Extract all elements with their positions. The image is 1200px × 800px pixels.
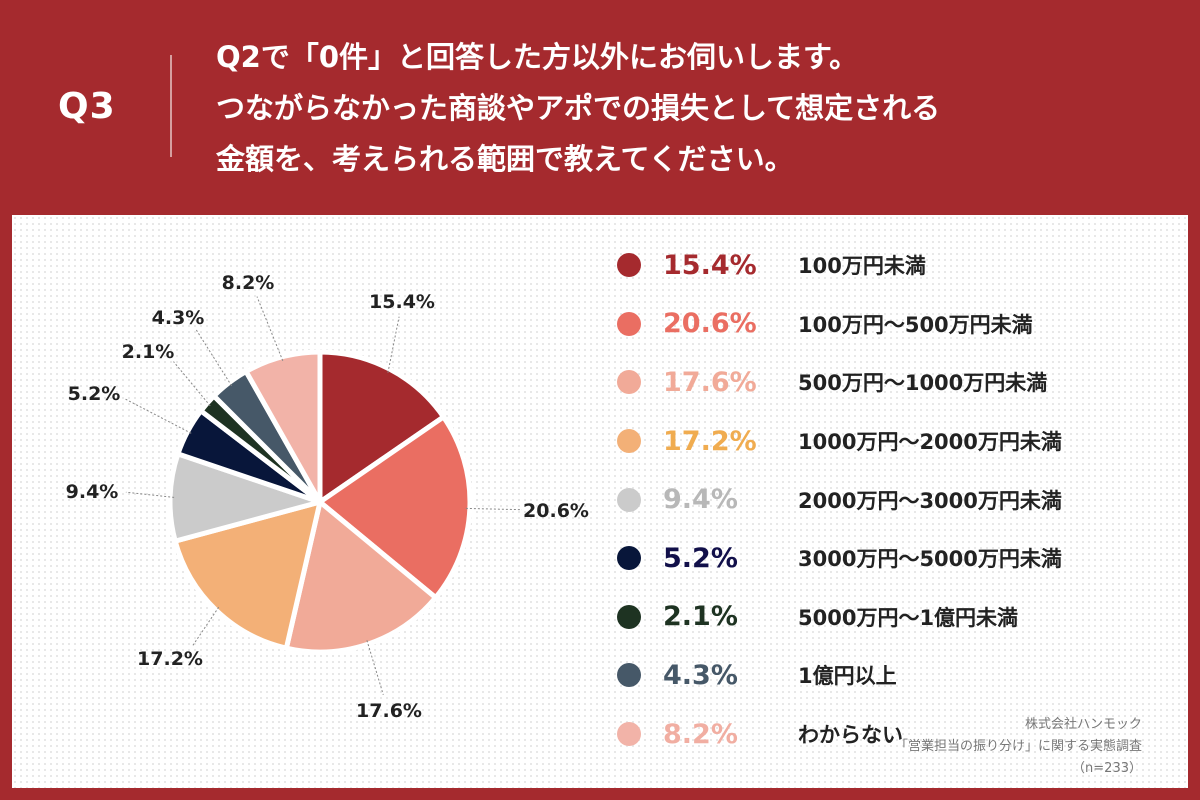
leader-line-under-1m: [387, 316, 400, 373]
legend-percentage: 4.3%: [663, 659, 738, 691]
chart-panel: 15.4% 20.6% 17.6% 17.2% 9.4% 5.2% 2.1% 4.3% 8.2%…: [12, 215, 1188, 788]
legend-item-20m-30m: 9.4% 2000万円〜3000万円未満: [607, 470, 1167, 529]
header-divider: [170, 55, 172, 157]
legend-swatch: [617, 487, 641, 512]
legend-swatch: [617, 546, 641, 571]
legend-label: 1000万円〜2000万円未満: [798, 430, 1062, 455]
legend-label: 5000万円〜1億円未満: [798, 605, 1019, 630]
legend-label: 500万円〜1000万円未満: [798, 371, 1048, 396]
legend-item-1m-5m: 20.6% 100万円〜500万円未満: [607, 295, 1167, 354]
pie-label-5m-10m: 17.6%: [356, 700, 422, 722]
legend-percentage: 9.4%: [663, 484, 738, 516]
legend-item-30m-50m: 5.2% 3000万円〜5000万円未満: [607, 529, 1167, 588]
question-line-3: 金額を、考えられる範囲で教えてください。: [216, 142, 794, 176]
question-header: Q3 Q2で「0件」と回答した方以外にお伺いします。 つながらなかった商談やアポ…: [0, 0, 1200, 215]
legend-swatch: [617, 370, 641, 395]
legend-label: わからない: [798, 723, 903, 748]
legend-swatch: [617, 722, 641, 747]
legend-percentage: 2.1%: [663, 601, 738, 633]
question-line-2: つながらなかった商談やアポでの損失として想定される: [216, 91, 941, 125]
question-number: Q3: [58, 86, 116, 127]
pie-chart: 15.4% 20.6% 17.6% 17.2% 9.4% 5.2%2.1% 4.3% 8.2%: [66, 272, 589, 722]
leader-line-30m-50m: [125, 398, 192, 434]
legend-swatch: [617, 311, 641, 336]
leader-line-20m-30m: [125, 491, 175, 498]
source-survey: 「営業担当の振り分け」に関する実態調査: [894, 739, 1142, 754]
source-note: 株式会社ハンモック 「営業担当の振り分け」に関する実態調査 （n=233）: [742, 714, 1142, 780]
legend-percentage: 17.2%: [663, 425, 757, 457]
source-company: 株式会社ハンモック: [1024, 717, 1142, 732]
legend-item-unknown: 8.2% わからない: [607, 705, 1167, 764]
leader-line-5m-10m: [366, 640, 384, 695]
legend-item-10m-20m: 17.2% 1000万円〜2000万円未満: [607, 412, 1167, 471]
legend-item-under-1m: 15.4% 100万円未満: [607, 236, 1167, 295]
legend-label: 3000万円〜5000万円未満: [798, 547, 1062, 572]
legend-percentage: 15.4%: [663, 249, 757, 281]
legend-percentage: 17.6%: [663, 366, 757, 398]
legend-label: 100万円〜500万円未満: [798, 312, 1033, 337]
legend-item-5m-10m: 17.6% 500万円〜1000万円未満: [607, 353, 1167, 412]
pie-label-unknown: 8.2%: [222, 272, 275, 294]
question-text: Q2で「0件」と回答した方以外にお伺いします。 つながらなかった商談やアポでの損…: [216, 32, 1166, 185]
legend-swatch: [617, 663, 641, 688]
pie-label-over-100m: 4.3%: [152, 307, 205, 329]
pie-slice-unknown: [243, 349, 323, 505]
question-line-1: Q2で「0件」と回答した方以外にお伺いします。: [216, 40, 859, 74]
leader-line-1m-5m: [465, 507, 523, 511]
pie-label-50m-100m: 2.1%: [122, 341, 175, 363]
legend-swatch: [617, 429, 641, 454]
pie-label-10m-20m: 17.2%: [137, 648, 203, 670]
legend-percentage: 5.2%: [663, 542, 738, 574]
pie-slice-1m-5m: [317, 414, 473, 601]
pie-label-under-1m: 15.4%: [369, 291, 435, 313]
legend-item-50m-100m: 2.1% 5000万円〜1億円未満: [607, 588, 1167, 647]
legend-label: 2000万円〜3000万円未満: [798, 488, 1062, 513]
legend-label: 1億円以上: [798, 664, 897, 689]
legend-item-over-100m: 4.3% 1億円以上: [607, 646, 1167, 705]
pie-label-30m-50m: 5.2%: [68, 383, 121, 405]
source-sample: （n=233）: [1072, 761, 1142, 776]
pie-slice-under-1m: [317, 349, 447, 505]
legend-percentage: 8.2%: [663, 718, 738, 750]
leader-line-50m-100m: [173, 361, 211, 407]
legend-swatch: [617, 253, 641, 278]
leader-line-over-100m: [195, 329, 233, 387]
legend: 15.4% 100万円未満 20.6% 100万円〜500万円未満 17.6% 500万円…: [607, 236, 1167, 763]
pie-label-20m-30m: 9.4%: [66, 481, 119, 503]
legend-label: 100万円未満: [798, 254, 926, 279]
pie-slice-5m-10m: [283, 499, 439, 655]
leader-line-10m-20m: [191, 606, 220, 647]
leader-line-unknown: [256, 296, 284, 361]
legend-percentage: 20.6%: [663, 308, 757, 340]
pie-slice-10m-20m: [172, 499, 323, 651]
legend-swatch: [617, 604, 641, 629]
pie-label-1m-5m: 20.6%: [523, 500, 589, 522]
